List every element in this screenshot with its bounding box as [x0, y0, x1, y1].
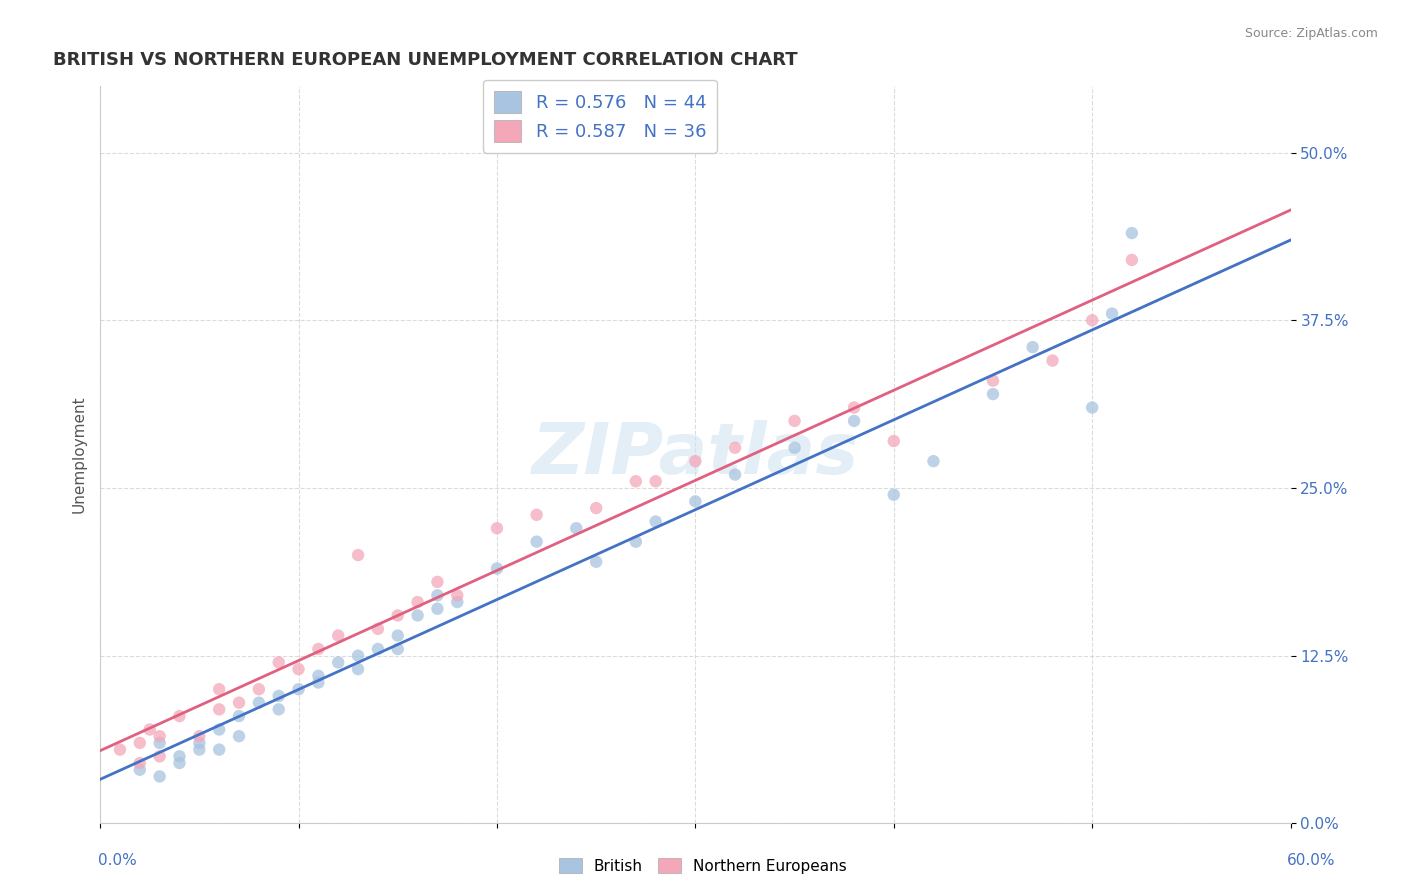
Point [208, 723, 231, 737]
Point [883, 434, 905, 448]
Y-axis label: Unemployment: Unemployment [72, 396, 86, 513]
Point [426, 574, 449, 589]
Point [624, 534, 647, 549]
Text: ZIPatlas: ZIPatlas [531, 420, 859, 489]
Point [367, 642, 389, 657]
Point [446, 595, 468, 609]
Legend: R = 0.576   N = 44, R = 0.587   N = 36: R = 0.576 N = 44, R = 0.587 N = 36 [484, 79, 717, 153]
Point [169, 749, 191, 764]
Point [128, 756, 150, 770]
Point [406, 595, 429, 609]
Point [307, 669, 329, 683]
Point [228, 729, 250, 743]
Point [188, 729, 211, 743]
Point [585, 501, 607, 516]
Point [842, 401, 865, 415]
Point [328, 629, 350, 643]
Point [247, 682, 270, 697]
Point [922, 454, 945, 468]
Point [347, 548, 370, 562]
Point [406, 608, 429, 623]
Text: Source: ZipAtlas.com: Source: ZipAtlas.com [1244, 27, 1378, 40]
Point [247, 696, 270, 710]
Point [347, 662, 370, 676]
Point [208, 682, 231, 697]
Point [1081, 313, 1104, 327]
Point [783, 414, 806, 428]
Point [783, 441, 806, 455]
Point [287, 662, 309, 676]
Text: 0.0%: 0.0% [98, 854, 138, 868]
Point [387, 608, 409, 623]
Point [842, 414, 865, 428]
Point [1121, 252, 1143, 267]
Point [169, 756, 191, 770]
Point [585, 555, 607, 569]
Point [108, 742, 131, 756]
Point [685, 454, 707, 468]
Point [1021, 340, 1043, 354]
Text: 60.0%: 60.0% [1288, 854, 1336, 868]
Point [685, 494, 707, 508]
Legend: British, Northern Europeans: British, Northern Europeans [553, 852, 853, 880]
Point [1101, 307, 1123, 321]
Point [228, 696, 250, 710]
Point [981, 374, 1004, 388]
Point [446, 588, 468, 602]
Point [328, 656, 350, 670]
Point [307, 675, 329, 690]
Point [169, 709, 191, 723]
Point [883, 488, 905, 502]
Point [208, 742, 231, 756]
Point [644, 475, 666, 489]
Point [128, 736, 150, 750]
Point [307, 642, 329, 657]
Point [1081, 401, 1104, 415]
Point [208, 702, 231, 716]
Point [526, 508, 548, 522]
Point [267, 656, 290, 670]
Point [485, 521, 508, 535]
Point [1042, 353, 1064, 368]
Point [149, 769, 172, 783]
Point [267, 689, 290, 703]
Point [724, 441, 747, 455]
Point [367, 622, 389, 636]
Point [387, 629, 409, 643]
Point [426, 601, 449, 615]
Point [644, 515, 666, 529]
Point [149, 729, 172, 743]
Point [347, 648, 370, 663]
Point [426, 588, 449, 602]
Point [724, 467, 747, 482]
Point [287, 682, 309, 697]
Point [387, 642, 409, 657]
Point [981, 387, 1004, 401]
Point [149, 749, 172, 764]
Point [565, 521, 588, 535]
Point [1121, 226, 1143, 240]
Point [267, 702, 290, 716]
Point [128, 763, 150, 777]
Point [624, 475, 647, 489]
Point [149, 736, 172, 750]
Point [138, 723, 160, 737]
Point [188, 742, 211, 756]
Text: BRITISH VS NORTHERN EUROPEAN UNEMPLOYMENT CORRELATION CHART: BRITISH VS NORTHERN EUROPEAN UNEMPLOYMEN… [52, 51, 797, 69]
Point [228, 709, 250, 723]
Point [526, 534, 548, 549]
Point [188, 736, 211, 750]
Point [485, 561, 508, 575]
